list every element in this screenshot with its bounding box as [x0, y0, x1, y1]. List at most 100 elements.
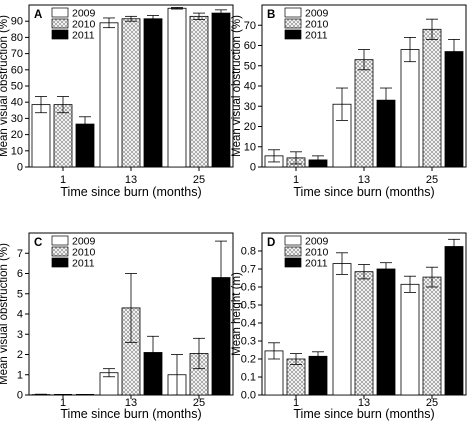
y-tick-label: 0.2: [241, 354, 256, 366]
y-tick-label: 80: [11, 32, 23, 44]
legend-swatch-2009: [284, 235, 302, 246]
bar-2010-13: [354, 59, 374, 168]
x-tick-label: 13: [125, 174, 137, 186]
bar-2009-25: [400, 49, 420, 168]
x-axis-label: Time since burn (months): [293, 407, 434, 421]
legend-swatch-2010: [51, 246, 69, 257]
y-tick-label: 30: [11, 113, 23, 125]
legend-label: 2011: [305, 30, 328, 42]
legend-swatch-2010: [51, 18, 69, 29]
y-tick-label: 3: [17, 329, 23, 341]
y-tick-label: 2: [17, 349, 23, 361]
x-tick-label: 25: [426, 397, 438, 409]
x-tick-label: 25: [193, 397, 205, 409]
y-tick-label: 90: [11, 16, 23, 28]
y-tick-label: 50: [11, 81, 23, 93]
x-tick-label: 25: [426, 174, 438, 186]
legend-label: 2010: [72, 247, 96, 259]
legend-label: 2010: [305, 247, 329, 259]
y-tick-label: 10: [11, 145, 23, 157]
x-axis-label: Time since burn (months): [60, 407, 201, 421]
x-tick-label: 1: [293, 174, 299, 186]
bar-2011-25: [444, 246, 464, 396]
y-tick-label: 0.5: [241, 300, 256, 312]
y-tick-label: 60: [11, 64, 23, 76]
y-tick-label: 30: [244, 101, 256, 113]
legend-swatch-2011: [51, 257, 69, 268]
legend-swatch-2010: [284, 246, 302, 257]
y-tick-label: 0: [17, 390, 23, 402]
bar-2010-25: [422, 276, 442, 396]
y-tick-label: 70: [11, 48, 23, 60]
bar-2011-25: [211, 12, 231, 168]
y-tick-label: 40: [244, 81, 256, 93]
legend-swatch-2011: [284, 29, 302, 40]
y-tick-label: 10: [244, 141, 256, 153]
y-tick-label: 0: [250, 162, 256, 174]
y-tick-label: 0: [17, 162, 23, 174]
legend-swatch-2011: [284, 257, 302, 268]
legend-label: 2011: [72, 30, 95, 42]
bar-2009-25: [167, 7, 187, 168]
bar-2010-13: [121, 18, 141, 168]
y-tick-label: 0.1: [241, 372, 256, 384]
bar-2009-1: [31, 104, 51, 168]
bar-2011-13: [376, 268, 396, 396]
legend-label: 2009: [72, 236, 96, 248]
legend-label: 2010: [72, 19, 96, 31]
y-axis-label: Mean visual obstruction (%): [0, 243, 10, 385]
y-tick-label: 0.3: [241, 336, 256, 348]
y-tick-label: 0.8: [241, 246, 256, 258]
legend-swatch-2009: [51, 7, 69, 18]
x-tick-label: 13: [125, 397, 137, 409]
panel-letter: B: [267, 9, 275, 21]
legend-label: 2009: [305, 8, 329, 20]
legend-label: 2009: [72, 8, 96, 20]
x-axis-label: Time since burn (months): [293, 185, 434, 199]
y-tick-label: 0.4: [241, 318, 256, 330]
bar-2010-25: [189, 15, 209, 168]
x-tick-label: 1: [60, 397, 66, 409]
y-tick-label: 0.7: [241, 264, 256, 276]
y-tick-label: 20: [11, 129, 23, 141]
y-axis-label: Mean visual obstruction (%): [231, 15, 243, 157]
legend-swatch-2011: [51, 29, 69, 40]
y-tick-label: 50: [244, 60, 256, 72]
y-tick-label: 70: [244, 20, 256, 32]
panel-letter: D: [267, 237, 275, 249]
x-tick-label: 1: [293, 397, 299, 409]
legend-label: 2011: [72, 258, 95, 270]
y-tick-label: 20: [244, 121, 256, 133]
y-tick-label: 1: [17, 369, 23, 381]
x-tick-label: 13: [358, 174, 370, 186]
x-tick-label: 1: [60, 174, 66, 186]
x-tick-label: 25: [193, 174, 205, 186]
x-tick-label: 13: [358, 397, 370, 409]
y-tick-label: 5: [17, 288, 23, 300]
y-tick-label: 0.6: [241, 282, 256, 294]
bar-2009-25: [400, 283, 420, 396]
panel-letter: A: [34, 9, 42, 21]
bar-2011-1: [308, 355, 328, 396]
legend-label: 2009: [305, 236, 329, 248]
legend-swatch-2010: [284, 18, 302, 29]
bar-2011-13: [143, 18, 163, 168]
y-tick-label: 0.0: [241, 390, 256, 402]
legend-label: 2011: [305, 258, 328, 270]
bar-2011-25: [444, 51, 464, 168]
y-axis-label: Mean height (m): [231, 272, 243, 356]
bar-2010-25: [422, 28, 442, 168]
legend-swatch-2009: [284, 7, 302, 18]
panel-letter: C: [34, 237, 42, 249]
legend-label: 2010: [305, 19, 329, 31]
x-axis-label: Time since burn (months): [60, 185, 201, 199]
y-tick-label: 40: [11, 97, 23, 109]
y-tick-label: 6: [17, 268, 23, 280]
y-tick-label: 60: [244, 40, 256, 52]
bar-2009-13: [332, 263, 352, 396]
